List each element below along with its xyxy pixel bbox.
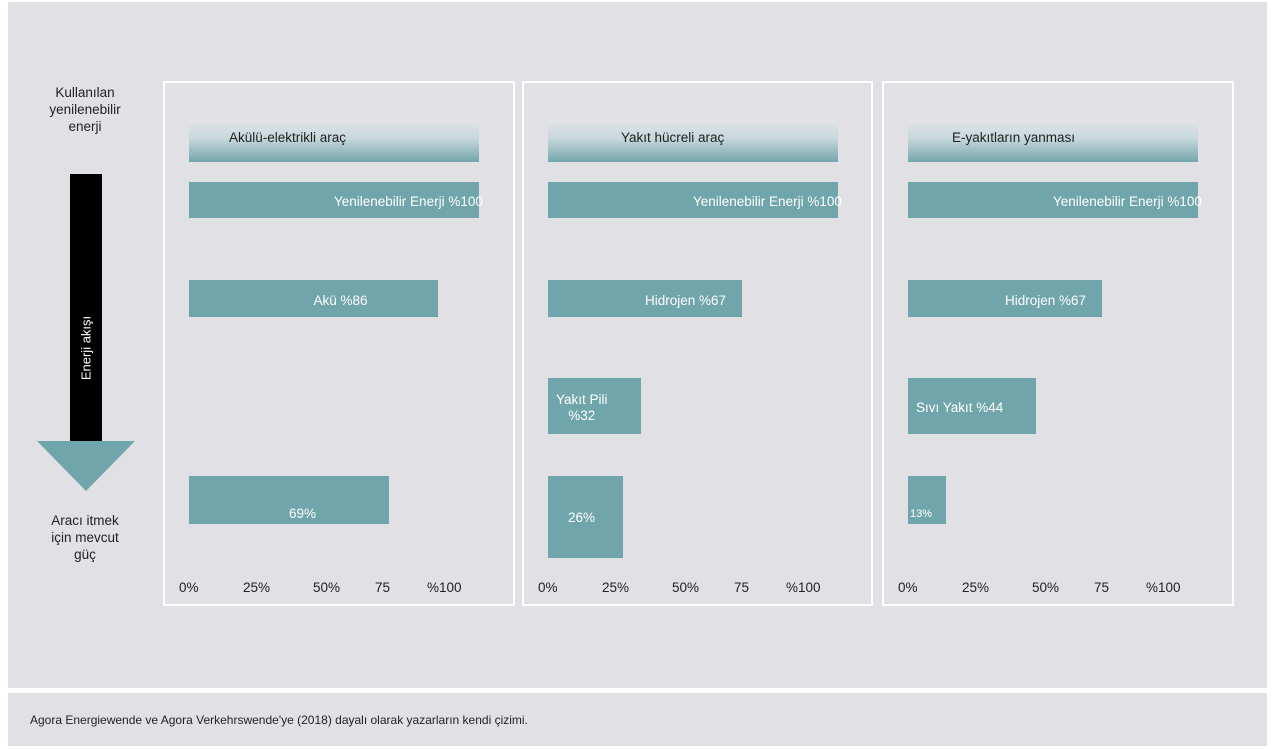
energy-flow-label: Enerji akışı [78,315,94,381]
bar-label: Yenilenebilir Enerji %100 [334,194,483,210]
bar-label: Hidrojen %67 [645,293,726,309]
axis-tick-label: 75 [375,580,391,595]
bar-label-line: 69% [289,506,317,521]
bar [189,280,438,317]
bar-label: Hidrojen %67 [1005,293,1086,309]
bar [908,182,1198,218]
footer: Agora Energiewende ve Agora Verkehrswend… [8,693,1267,746]
bar-label-line: Akü %86 [313,292,368,308]
axis-tick-label: 50% [1032,580,1060,595]
axis-tick-label: 75 [734,580,750,595]
axis-tick-label: 25% [602,580,630,595]
chart-panel: Akülü-elektrikli araç Yenilenebilir Enerj… [163,81,515,606]
energy-flow-arrow-head-icon [37,441,135,491]
bar-label: Yakıt Pili %32 [556,392,608,424]
bar [189,182,479,218]
available-power-label: Aracı itmek için mevcut güç [30,512,140,563]
panel-title: Akülü-elektrikli araç [229,130,347,145]
axis-tick-label: %100 [427,580,462,595]
bar-label-line: %32 [568,408,596,423]
bar-label: 13% [910,506,932,522]
bar-label-line: Yenilenebilir Enerji %100 [693,194,842,209]
bar-label-line: 26% [568,510,596,525]
source-note: Agora Energiewende ve Agora Verkehrswend… [30,713,528,727]
bar-label: 26% [568,510,595,526]
panel-title: E-yakıtların yanması [952,130,1076,145]
bar-label-line: Yakıt Pili [556,392,608,407]
bar [548,280,742,317]
available-power-label-line: için mevcut [51,530,119,545]
panel-header: Yakıt hücreli araç [548,119,838,162]
bar-label: Akü %86 [314,293,368,309]
bar [908,476,946,524]
axis-tick-label: 0% [538,580,558,595]
axis-tick-label: 50% [672,580,700,595]
bar [908,378,1036,434]
axis-tick-label: %100 [786,580,821,595]
bar-label-line: Yenilenebilir Enerji %100 [334,194,483,209]
bar-label-line: Hidrojen %67 [1005,292,1087,308]
axis-tick-label: %100 [1146,580,1181,595]
panel-header: E-yakıtların yanması [908,119,1198,162]
renewable-input-label-line: enerji [68,119,102,134]
bar [908,280,1102,317]
panel-header: Akülü-elektrikli araç [189,119,479,162]
axis-tick-label: 0% [898,580,918,595]
bar [189,476,389,524]
bar-label-line: Sıvı Yakıt %44 [916,400,1004,415]
renewable-input-label-line: Kullanılan [55,85,115,100]
bar-label: Yenilenebilir Enerji %100 [693,194,842,210]
panel-title: Yakıt hücreli araç [621,130,725,145]
figure-area [8,2,1267,688]
bar [548,476,623,558]
axis-tick-label: 50% [313,580,341,595]
bar [548,378,641,434]
chart-panel: Yakıt hücreli araç Yenilenebilir Enerji %… [522,81,873,606]
renewable-input-label: Kullanılan yenilenebilir enerji [30,84,140,135]
bar-label: Sıvı Yakıt %44 [916,400,1003,416]
available-power-label-line: Aracı itmek [51,513,119,528]
bar-label: 69% [289,506,316,522]
axis-tick-label: 0% [179,580,199,595]
bar-label-line: 13% [910,508,933,520]
chart-panel: E-yakıtların yanması Yenilenebilir Enerji… [882,81,1234,606]
bar [548,182,838,218]
axis-tick-label: 25% [962,580,990,595]
axis-tick-label: 75 [1094,580,1110,595]
available-power-label-line: güç [74,547,96,562]
bar-label: Yenilenebilir Enerji %100 [1053,194,1202,210]
energy-flow-arrow-shaft [70,174,102,442]
bar-label-line: Yenilenebilir Enerji %100 [1053,194,1202,209]
bar-label-line: Hidrojen %67 [645,292,727,308]
axis-tick-label: 25% [243,580,271,595]
renewable-input-label-line: yenilenebilir [49,102,121,117]
